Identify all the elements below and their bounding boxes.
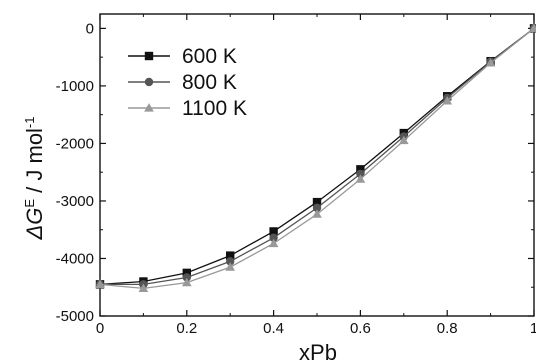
series-600-k	[95, 24, 536, 289]
series-line	[100, 27, 535, 286]
data-point	[226, 257, 235, 266]
data-point	[356, 165, 365, 174]
x-tick-label: 1	[530, 320, 536, 337]
x-tick-label: 0.4	[263, 320, 284, 337]
data-point	[355, 174, 366, 183]
y-tick-label: -2000	[56, 135, 94, 152]
x-tick-label: 0.8	[437, 320, 458, 337]
y-tick-label: 0	[86, 20, 94, 37]
data-point	[225, 262, 236, 271]
data-point	[356, 169, 365, 179]
data-point	[312, 197, 322, 207]
legend-label: 800 K	[182, 71, 237, 94]
y-axis-title: ΔGE / J mol-1	[22, 116, 47, 240]
legend: 600 K 800 K 1100 K	[128, 45, 247, 120]
data-point	[312, 209, 322, 218]
series-line	[99, 27, 535, 290]
y-axis-title-unit-superscript: -1	[22, 116, 37, 128]
x-axis-title: xPb	[299, 340, 337, 363]
series-line	[99, 27, 535, 286]
data-point	[95, 279, 105, 288]
x-tick-label: 0	[96, 320, 104, 337]
y-tick-label: -3000	[56, 193, 94, 210]
x-tick-label: 0.6	[350, 320, 371, 337]
data-point	[182, 273, 191, 282]
plot-frame	[99, 13, 535, 317]
y-tick-label: -4000	[56, 250, 94, 267]
series-layer	[95, 23, 536, 293]
data-point	[398, 135, 409, 145]
data-point	[268, 238, 279, 248]
legend-marker	[144, 77, 154, 87]
axis-ticks	[99, 14, 535, 317]
legend-marker	[144, 103, 154, 112]
x-tick-label: 0.2	[176, 320, 197, 337]
axis-tick-labels: 0 0.2 0.4 0.6 0.8 1 -5000 -4000 -3000 -2000 -1000 0	[56, 20, 536, 337]
series-800-k	[95, 24, 536, 289]
y-tick-label: -5000	[56, 308, 94, 325]
plot-border	[99, 13, 535, 317]
data-point	[182, 268, 191, 278]
legend-label: 600 K	[182, 45, 237, 68]
legend-marker	[144, 51, 154, 61]
data-point	[269, 233, 278, 242]
y-axis-title-superscript: E	[22, 199, 37, 208]
legend-label: 1100 K	[182, 97, 247, 120]
series-1100-k	[95, 23, 536, 293]
y-axis-title-prefix: ΔG	[22, 208, 47, 241]
legend-item: 1100 K	[128, 97, 247, 120]
y-axis-title-unit: / J mol	[22, 128, 47, 199]
data-point	[529, 23, 536, 33]
y-tick-label: -1000	[56, 78, 94, 95]
data-point	[181, 277, 192, 287]
legend-item: 600 K	[128, 45, 237, 68]
legend-item: 800 K	[128, 71, 237, 94]
data-point	[226, 251, 235, 260]
data-point	[485, 58, 496, 67]
data-point	[312, 203, 322, 213]
data-point	[138, 283, 149, 293]
data-point	[442, 96, 453, 105]
data-point	[269, 227, 278, 236]
